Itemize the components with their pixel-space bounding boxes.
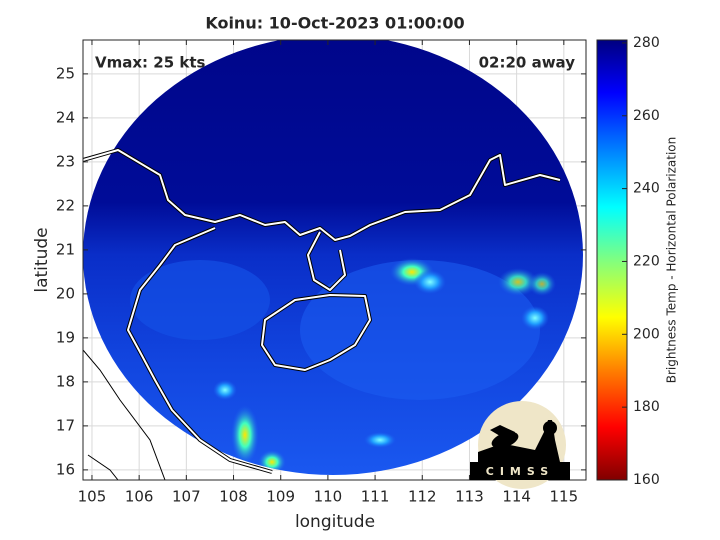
vmax: Vmax: 25 kts [95, 54, 205, 72]
x-axis-label: longitude [295, 512, 375, 532]
colorbar-tick-label: 160 [633, 472, 660, 488]
x-tick-label: 106 [125, 488, 154, 506]
colorbar [596, 39, 628, 481]
x-tick-label: 105 [78, 488, 107, 506]
logo: CIMSS [470, 401, 570, 489]
colorbar-tick-label: 180 [633, 399, 660, 415]
y-tick-label: 19 [56, 328, 75, 346]
y-tick-label: 24 [56, 108, 75, 126]
y-tick-label: 25 [56, 64, 75, 82]
title: Koinu: 10-Oct-2023 01:00:00 [205, 14, 464, 33]
colorbar-tick-label: 220 [633, 253, 660, 269]
x-tick-label: 114 [502, 488, 531, 506]
x-tick-label: 109 [266, 488, 295, 506]
x-tick-label: 115 [550, 488, 579, 506]
colorbar-tick-label: 200 [633, 326, 660, 342]
ticks: 105 106 107 108 109 110 111 112 113 114 115 16 17 18 1… [56, 40, 586, 506]
y-tick-label: 22 [56, 196, 75, 214]
time-away: 02:20 away [479, 54, 576, 72]
plot-frame [82, 39, 587, 481]
y-tick-label: 16 [56, 460, 75, 478]
colorbar-tick-label: 280 [633, 35, 660, 51]
x-tick-label: 111 [361, 488, 390, 506]
map [83, 40, 583, 480]
colorbar-tick-label: 260 [633, 108, 660, 124]
y-tick-label: 23 [56, 152, 75, 170]
x-tick-label: 108 [219, 488, 248, 506]
colorbar-tick-label: 240 [633, 181, 660, 197]
x-tick-label: 113 [455, 488, 484, 506]
y-axis-label: latitude [32, 227, 52, 292]
x-tick-label: 112 [408, 488, 437, 506]
y-tick-label: 18 [56, 372, 75, 390]
x-tick-label: 110 [314, 488, 343, 506]
convection [130, 258, 556, 474]
colorbar-label: Brightness Temp - Horizontal Polarizatio… [665, 137, 679, 384]
logo-text: CIMSS [486, 465, 554, 478]
y-tick-label: 21 [56, 240, 75, 258]
x-tick-label: 107 [172, 488, 201, 506]
colorbar-ticks: 160 180 200 220 240 260 280 [622, 35, 660, 488]
y-tick-label: 17 [56, 416, 75, 434]
y-tick-label: 20 [56, 284, 75, 302]
